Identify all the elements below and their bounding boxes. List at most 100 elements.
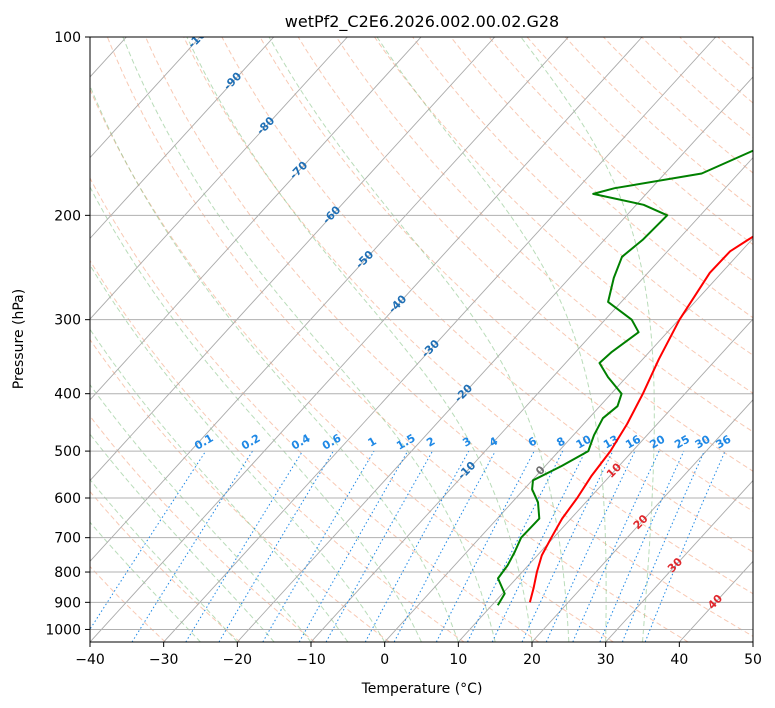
y-axis-label: Pressure (hPa) — [11, 289, 27, 389]
dry-adiabat-line — [90, 259, 465, 642]
isotherm-line — [90, 37, 643, 642]
moist-adiabat-line — [90, 433, 275, 642]
mixing-ratio-line — [90, 450, 207, 631]
moist-adiabat-line — [90, 521, 201, 642]
mixing-ratio-line — [185, 450, 304, 642]
mixing-ratio-line — [435, 450, 535, 642]
mixing-ratio-label: 6 — [526, 434, 539, 449]
mixing-ratio-label: 25 — [672, 433, 692, 452]
mixing-ratio-line — [467, 450, 564, 642]
moist-adiabat-line — [90, 84, 459, 642]
dry-adiabat-line — [756, 37, 775, 642]
mixing-ratio-label: 0.6 — [320, 431, 344, 452]
x-axis-label: Temperature (°C) — [361, 681, 483, 697]
mixing-ratio-label: 1.5 — [394, 432, 417, 453]
moist-adiabat-line — [186, 37, 533, 642]
isotherm-line — [752, 641, 753, 642]
moist-adiabat-line — [520, 37, 655, 642]
dry-adiabat-line — [183, 37, 753, 595]
isotherm-line — [90, 37, 201, 159]
mixing-ratio-label: 20 — [648, 432, 668, 451]
isotherm-line — [90, 37, 348, 320]
y-tick-label: 200 — [54, 208, 81, 224]
dry-adiabat-line — [335, 37, 753, 433]
y-tick-label: 500 — [54, 444, 81, 460]
mixing-ratio-label: 0.1 — [192, 432, 215, 453]
mixing-ratio-label: 0.2 — [239, 432, 262, 453]
isotherm-line — [605, 479, 753, 642]
mixing-ratio-line — [545, 450, 636, 642]
y-tick-label: 800 — [54, 565, 81, 581]
moist-adiabat-line — [90, 264, 386, 642]
mixing-ratio-label: 8 — [554, 435, 567, 450]
isotherm-line — [237, 76, 753, 642]
x-tick-label: −20 — [223, 652, 253, 668]
isotherm-line — [90, 37, 275, 240]
background-lines — [90, 37, 775, 642]
dry-adiabat-line — [412, 37, 753, 356]
x-tick-label: 20 — [523, 652, 541, 668]
x-tick-label: 50 — [744, 652, 762, 668]
chart-title: wetPf2_C2E6.2026.002.00.02.G28 — [285, 12, 559, 32]
moist-adiabat-line — [376, 37, 607, 642]
mixing-ratio-label: 16 — [623, 432, 643, 451]
y-tick-label: 700 — [54, 531, 81, 547]
x-tick-label: −30 — [149, 652, 179, 668]
mixing-ratio-label: 1 — [366, 435, 379, 450]
temperature-profile-line — [528, 235, 753, 603]
mixing-ratio-line — [599, 450, 685, 642]
dry-adiabat-line — [90, 88, 614, 642]
mixing-ratio-line — [218, 450, 334, 642]
dry-adiabat-line — [90, 338, 390, 642]
y-tick-label: 900 — [54, 595, 81, 611]
dry-adiabat-line — [90, 490, 241, 642]
isotherm-line — [531, 399, 753, 642]
dry-adiabat-line — [717, 37, 753, 70]
moist-adiabat-line — [122, 37, 496, 642]
x-tick-label: −40 — [75, 652, 105, 668]
dry-adiabat-line — [90, 177, 540, 642]
isotherm-line — [163, 37, 717, 642]
y-tick-label: 600 — [54, 491, 81, 507]
mixing-ratio-label: 2 — [424, 435, 437, 450]
mixing-ratio-label: 0.4 — [289, 431, 313, 452]
isotherm-line — [90, 37, 496, 482]
mixing-ratio-line — [325, 450, 433, 642]
mixing-ratio-line — [393, 450, 496, 642]
dry-adiabat-line — [259, 37, 753, 512]
dry-adiabat-line — [106, 37, 689, 642]
moist-adiabat-line — [90, 328, 349, 642]
dry-adiabat-line — [450, 37, 753, 319]
mixing-ratio-label: 3 — [460, 435, 473, 450]
moist-adiabat-line — [90, 478, 238, 642]
plot-area: -100-90-80-70-60-50-40-30-20-10 0 10203040… — [90, 37, 775, 642]
x-tick-label: 10 — [449, 652, 467, 668]
y-tick-label: 100 — [54, 30, 81, 46]
y-tick-label: 1000 — [45, 622, 81, 638]
x-axis: −40 −30 −20 −10 0 10 20 30 40 50 — [75, 642, 762, 668]
isotherm-line — [384, 237, 753, 642]
mixing-ratio-labels: 0.1 0.2 0.4 0.6 1 1.5 2 3 4 6 8 10 13 16 20 25 30 36 — [192, 431, 733, 452]
y-axis: 100 200 300 400 500 600 700 800 900 1000 — [45, 30, 90, 638]
mixing-ratio-line — [572, 450, 660, 642]
dry-adiabat-line — [90, 415, 316, 642]
mixing-ratio-label: 36 — [713, 432, 733, 451]
x-tick-label: 30 — [597, 652, 615, 668]
mixing-ratio-line — [364, 450, 470, 642]
dewpoint-profile-line — [496, 149, 753, 606]
isotherm-line — [90, 37, 422, 401]
plot-frame — [89, 36, 754, 643]
moist-adiabat-line — [268, 37, 570, 642]
isotherm-line — [310, 156, 753, 642]
dry-adiabat-line — [488, 37, 753, 282]
mixing-ratio-line — [131, 450, 254, 642]
dry-adiabat-line — [145, 37, 753, 637]
mixing-ratio-line — [644, 450, 726, 642]
isotherm-line — [679, 560, 753, 642]
mixing-ratio-line — [621, 450, 705, 642]
mixing-ratio-line — [262, 450, 375, 642]
x-tick-label: 0 — [380, 652, 389, 668]
y-tick-label: 300 — [54, 313, 81, 329]
